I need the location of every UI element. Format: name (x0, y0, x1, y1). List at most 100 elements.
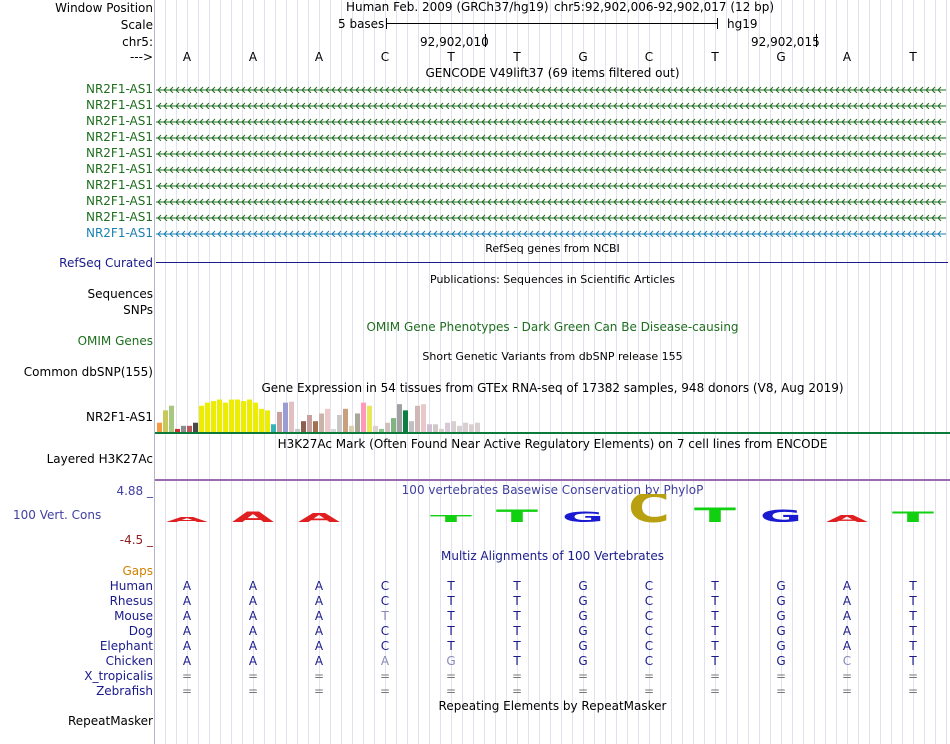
gtex-tissue-bar[interactable] (475, 422, 480, 432)
omim-label[interactable]: OMIM Genes (77, 334, 153, 348)
gtex-tissue-bar[interactable] (385, 422, 390, 432)
h3k27ac-title[interactable]: H3K27Ac Mark (Often Found Near Active Re… (277, 437, 828, 451)
refseq-label[interactable]: RefSeq Curated (59, 256, 153, 270)
gtex-tissue-bar[interactable] (421, 404, 426, 432)
gencode-transcript-label[interactable]: NR2F1-AS1 (85, 210, 153, 224)
gtex-tissue-bar[interactable] (307, 415, 312, 432)
multiz-gaps-label[interactable]: Gaps (122, 564, 153, 578)
omim-title[interactable]: OMIM Gene Phenotypes - Dark Green Can Be… (366, 320, 739, 334)
gtex-tissue-bar[interactable] (409, 421, 414, 432)
repeatmasker-label[interactable]: RepeatMasker (67, 714, 153, 728)
gtex-tissue-bar[interactable] (391, 418, 396, 432)
h3k27ac-signal-line[interactable] (155, 479, 950, 481)
gtex-tissue-bar[interactable] (343, 408, 348, 432)
gencode-transcript-track[interactable] (156, 118, 946, 125)
gtex-tissue-bar[interactable] (439, 428, 444, 432)
gtex-tissue-bar[interactable] (235, 399, 240, 432)
gencode-transcript-label[interactable]: NR2F1-AS1 (85, 114, 153, 128)
multiz-title[interactable]: Multiz Alignments of 100 Vertebrates (440, 549, 665, 563)
gtex-tissue-bar[interactable] (433, 424, 438, 432)
gtex-tissue-bar[interactable] (277, 411, 282, 432)
gencode-transcript-label[interactable]: NR2F1-AS1 (85, 98, 153, 112)
gtex-label[interactable]: NR2F1-AS1 (85, 410, 153, 424)
refseq-track-line[interactable] (156, 262, 948, 263)
gtex-tissue-bar[interactable] (367, 405, 372, 432)
gtex-tissue-bar[interactable] (283, 402, 288, 432)
h3k27ac-label[interactable]: Layered H3K27Ac (46, 452, 153, 466)
gencode-title[interactable]: GENCODE V49lift37 (69 items filtered out… (425, 66, 680, 80)
gtex-tissue-bar[interactable] (349, 425, 354, 432)
gencode-transcript-track[interactable] (156, 166, 946, 173)
multiz-species-label[interactable]: Rhesus (109, 594, 153, 608)
gencode-transcript-track[interactable] (156, 134, 946, 141)
gencode-transcript-track[interactable] (156, 150, 946, 157)
multiz-species-label[interactable]: Elephant (99, 639, 153, 653)
gtex-tissue-bar[interactable] (253, 402, 258, 432)
phylop-label[interactable]: 100 Vert. Cons (13, 508, 102, 522)
multiz-species-label[interactable]: Dog (128, 624, 153, 638)
publications-snps-label[interactable]: SNPs (123, 303, 153, 317)
gtex-tissue-bar[interactable] (169, 405, 174, 432)
dbsnp-label[interactable]: Common dbSNP(155) (23, 365, 153, 379)
multiz-species-label[interactable]: Chicken (105, 654, 153, 668)
multiz-species-label[interactable]: X_tropicalis (84, 669, 153, 683)
gencode-transcript-track[interactable] (156, 230, 946, 237)
gtex-tissue-bar[interactable] (295, 428, 300, 432)
publications-title[interactable]: Publications: Sequences in Scientific Ar… (430, 273, 675, 286)
multiz-species-label[interactable]: Human (109, 579, 153, 593)
gencode-transcript-label[interactable]: NR2F1-AS1 (85, 82, 153, 96)
gencode-transcript-track[interactable] (156, 198, 946, 205)
gtex-tissue-bar[interactable] (463, 422, 468, 432)
gtex-tissue-bar[interactable] (259, 408, 264, 432)
gencode-transcript-label[interactable]: NR2F1-AS1 (85, 146, 153, 160)
gtex-tissue-bar[interactable] (193, 422, 198, 432)
gtex-tissue-bar[interactable] (301, 421, 306, 432)
gtex-tissue-bar[interactable] (229, 399, 234, 432)
gencode-transcript-label[interactable]: NR2F1-AS1 (85, 162, 153, 176)
gtex-tissue-bar[interactable] (445, 422, 450, 432)
gtex-tissue-bar[interactable] (217, 399, 222, 432)
gtex-tissue-bar[interactable] (325, 408, 330, 432)
gtex-tissue-bar[interactable] (379, 428, 384, 432)
gtex-tissue-bar[interactable] (247, 399, 252, 432)
gtex-tissue-bar[interactable] (397, 404, 402, 432)
gtex-tissue-bar[interactable] (163, 410, 168, 432)
gencode-transcript-track[interactable] (156, 214, 946, 221)
gtex-tissue-bar[interactable] (157, 422, 162, 432)
gencode-transcript-track[interactable] (156, 102, 946, 109)
gencode-transcript-label[interactable]: NR2F1-AS1 (85, 130, 153, 144)
dbsnp-title[interactable]: Short Genetic Variants from dbSNP releas… (422, 350, 683, 363)
gencode-transcript-label[interactable]: NR2F1-AS1 (85, 178, 153, 192)
gtex-tissue-bar[interactable] (289, 401, 294, 432)
gtex-tissue-bar[interactable] (187, 425, 192, 432)
gencode-transcript-label[interactable]: NR2F1-AS1 (85, 226, 153, 240)
gtex-tissue-bar[interactable] (211, 401, 216, 432)
gtex-tissue-bar[interactable] (199, 405, 204, 432)
gtex-tissue-bar[interactable] (175, 428, 180, 432)
gtex-bar-chart[interactable] (155, 396, 950, 434)
gtex-tissue-bar[interactable] (265, 410, 270, 432)
gtex-title[interactable]: Gene Expression in 54 tissues from GTEx … (261, 381, 844, 395)
multiz-species-label[interactable]: Zebrafish (96, 684, 153, 698)
gtex-tissue-bar[interactable] (469, 424, 474, 432)
gtex-tissue-bar[interactable] (331, 428, 336, 432)
repeatmasker-title[interactable]: Repeating Elements by RepeatMasker (438, 699, 667, 713)
gtex-tissue-bar[interactable] (181, 425, 186, 432)
gtex-tissue-bar[interactable] (427, 424, 432, 432)
gtex-tissue-bar[interactable] (271, 424, 276, 432)
publications-sequences-label[interactable]: Sequences (87, 287, 153, 301)
gencode-transcript-track[interactable] (156, 182, 946, 189)
gtex-tissue-bar[interactable] (241, 401, 246, 432)
gencode-transcript-track[interactable] (156, 86, 946, 93)
gtex-tissue-bar[interactable] (361, 402, 366, 432)
gtex-tissue-bar[interactable] (223, 402, 228, 432)
gtex-tissue-bar[interactable] (205, 402, 210, 432)
gtex-tissue-bar[interactable] (403, 410, 408, 432)
gtex-tissue-bar[interactable] (415, 405, 420, 432)
phylop-title[interactable]: 100 vertebrates Basewise Conservation by… (401, 483, 704, 497)
multiz-species-label[interactable]: Mouse (114, 609, 153, 623)
gtex-tissue-bar[interactable] (313, 421, 318, 432)
refseq-title[interactable]: RefSeq genes from NCBI (485, 242, 620, 255)
gtex-tissue-bar[interactable] (337, 415, 342, 432)
